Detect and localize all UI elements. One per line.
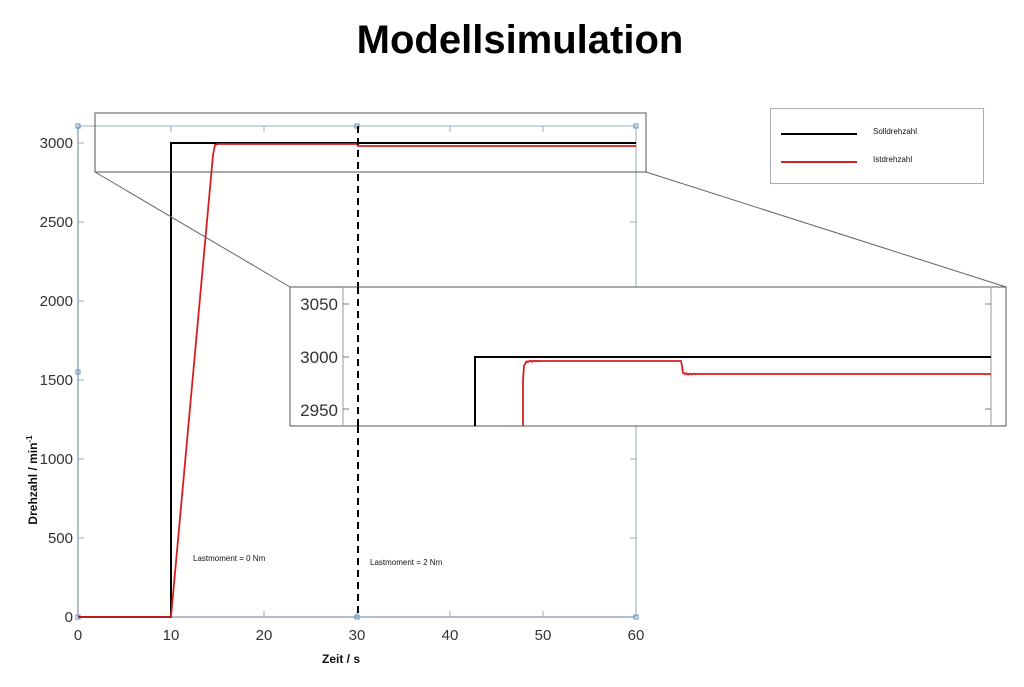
svg-text:2950: 2950 (300, 401, 338, 420)
svg-text:1500: 1500 (40, 372, 73, 389)
annotation-load-2: Lastmoment = 2 Nm (370, 558, 443, 567)
legend-item-istdrehzahl: Istdrehzahl (771, 155, 983, 168)
svg-text:2000: 2000 (40, 293, 73, 310)
svg-text:60: 60 (628, 627, 645, 644)
x-axis-label: Zeit / s (322, 652, 360, 666)
annotation-load-0: Lastmoment = 0 Nm (193, 554, 266, 563)
page-title: Modellsimulation (356, 18, 684, 62)
y-tick-labels: 0 500 1000 1500 2000 2500 3000 (40, 135, 73, 626)
legend-swatch-solldrehzahl (781, 133, 857, 135)
svg-text:0: 0 (74, 627, 82, 644)
svg-text:3050: 3050 (300, 295, 338, 314)
svg-text:20: 20 (256, 627, 273, 644)
inset-zoom-plot: 3050 3000 2950 (289, 286, 1007, 427)
legend-swatch-istdrehzahl (781, 161, 857, 163)
svg-text:10: 10 (163, 627, 180, 644)
series-istdrehzahl (78, 143, 636, 618)
legend-item-solldrehzahl: Solldrehzahl (771, 127, 983, 140)
zoom-region (94, 112, 647, 173)
legend: Solldrehzahl Istdrehzahl (770, 108, 984, 184)
svg-text:1000: 1000 (40, 451, 73, 468)
svg-text:40: 40 (442, 627, 459, 644)
svg-text:3000: 3000 (40, 135, 73, 152)
svg-text:50: 50 (535, 627, 552, 644)
svg-text:500: 500 (48, 530, 73, 547)
y-axis-label: Drehzahl / min-1 (25, 435, 40, 525)
svg-text:0: 0 (65, 609, 73, 626)
svg-text:2500: 2500 (40, 214, 73, 231)
svg-text:30: 30 (349, 627, 366, 644)
svg-text:3000: 3000 (300, 348, 338, 367)
x-tick-labels: 0 10 20 30 40 50 60 (74, 627, 645, 644)
